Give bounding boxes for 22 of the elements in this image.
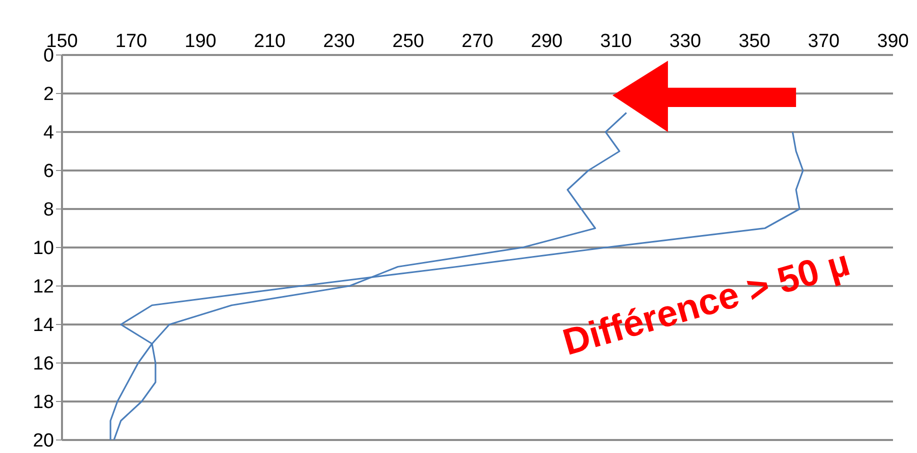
y-tick-label: 2 <box>43 84 54 106</box>
x-tick-label: 210 <box>254 31 286 52</box>
y-tick-label: 12 <box>32 276 54 298</box>
x-tick-label: 170 <box>115 31 148 52</box>
x-tick-label: 350 <box>738 31 770 52</box>
y-tick-label: 10 <box>32 238 54 260</box>
y-tick-label: 14 <box>32 315 54 336</box>
y-tick-label: 8 <box>43 200 54 221</box>
x-tick-label: 370 <box>808 31 840 52</box>
x-tick-label: 230 <box>323 31 355 52</box>
y-tick-label: 18 <box>32 392 54 414</box>
y-tick-label: 20 <box>32 430 54 452</box>
y-tick-label: 16 <box>32 354 54 375</box>
x-tick-label: 250 <box>392 31 424 52</box>
x-tick-label: 390 <box>877 31 909 52</box>
x-tick-label: 290 <box>530 31 563 52</box>
x-tick-label: 190 <box>184 31 216 52</box>
x-tick-label: 270 <box>462 31 494 52</box>
x-tick-label: 310 <box>600 31 632 52</box>
y-tick-label: 4 <box>43 122 54 144</box>
x-tick-label: 330 <box>669 31 702 52</box>
y-tick-label: 6 <box>43 161 54 182</box>
